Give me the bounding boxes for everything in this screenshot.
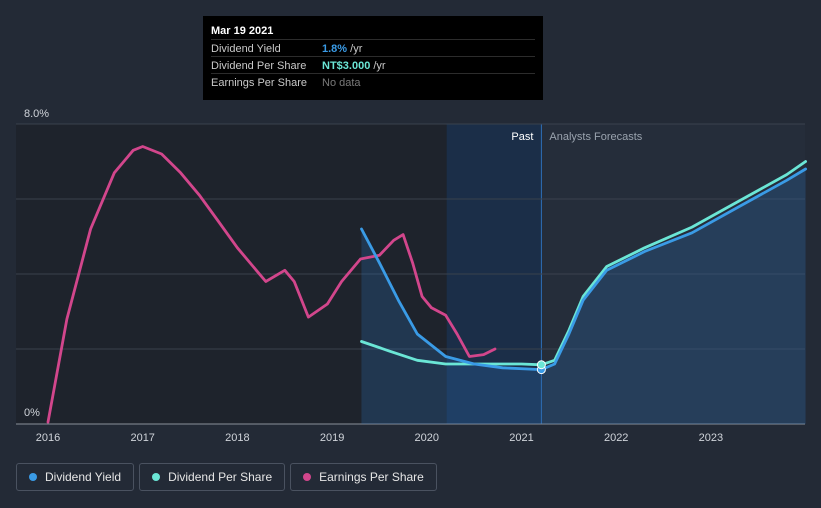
tooltip-label: Earnings Per Share bbox=[211, 77, 307, 89]
y-axis-label-max: 8.0% bbox=[24, 108, 49, 120]
dividend-per-share-marker bbox=[536, 360, 546, 370]
tooltip-date: Mar 19 2021 bbox=[211, 25, 274, 37]
tooltip-row-earnings-per-share: Earnings Per Share No data bbox=[211, 73, 535, 91]
legend-dot-icon bbox=[152, 473, 161, 481]
x-tick-label: 2021 bbox=[509, 432, 533, 444]
x-tick-label: 2020 bbox=[415, 432, 439, 444]
x-tick-label: 2023 bbox=[699, 432, 723, 444]
legend-item-dividend-yield[interactable]: Dividend Yield bbox=[16, 463, 135, 491]
tooltip-row-dividend-yield: Dividend Yield 1.8% /yr bbox=[211, 39, 535, 57]
x-tick-label: 2016 bbox=[36, 432, 60, 444]
x-tick-label: 2019 bbox=[320, 432, 344, 444]
x-tick-label: 2022 bbox=[604, 432, 628, 444]
gridlines bbox=[16, 123, 805, 425]
tooltip-label: Dividend Yield bbox=[211, 43, 281, 55]
series-line-dividend-yield bbox=[360, 167, 807, 371]
series-line-dividend-per-share bbox=[360, 160, 807, 367]
x-tick-label: 2018 bbox=[225, 432, 249, 444]
labels-group: 2016 2017 2018 2019 2020 2021 2022 2023 0% 8.0% Pa… bbox=[24, 108, 723, 444]
legend-label: Dividend Per Share bbox=[168, 470, 273, 484]
forecast-label: Analysts Forecasts bbox=[549, 131, 642, 143]
series-group bbox=[46, 145, 807, 424]
tooltip-row-dividend-per-share: Dividend Per Share NT$3.000 /yr bbox=[211, 56, 535, 74]
legend-dot-icon bbox=[303, 473, 312, 481]
series-line-earnings-per-share bbox=[46, 145, 497, 424]
past-label: Past bbox=[511, 131, 533, 143]
tooltip-label: Dividend Per Share bbox=[211, 60, 307, 72]
legend-label: Dividend Yield bbox=[45, 470, 122, 484]
tooltip: Mar 19 2021 Dividend Yield 1.8% /yr Divi… bbox=[203, 16, 543, 100]
tooltip-value: NT$3.000 bbox=[322, 60, 371, 72]
legend-label: Earnings Per Share bbox=[319, 470, 424, 484]
tooltip-value: 1.8% bbox=[322, 43, 348, 55]
x-tick-label: 2017 bbox=[130, 432, 154, 444]
tooltip-value: No data bbox=[322, 77, 361, 89]
legend-item-earnings-per-share[interactable]: Earnings Per Share bbox=[290, 463, 437, 491]
tooltip-unit: /yr bbox=[347, 43, 363, 55]
legend-item-dividend-per-share[interactable]: Dividend Per Share bbox=[139, 463, 286, 491]
legend-dot-icon bbox=[29, 473, 37, 481]
tooltip-unit: /yr bbox=[370, 60, 386, 72]
y-axis-label-min: 0% bbox=[24, 407, 40, 419]
legend: Dividend Yield Dividend Per Share Earnin… bbox=[16, 463, 437, 491]
